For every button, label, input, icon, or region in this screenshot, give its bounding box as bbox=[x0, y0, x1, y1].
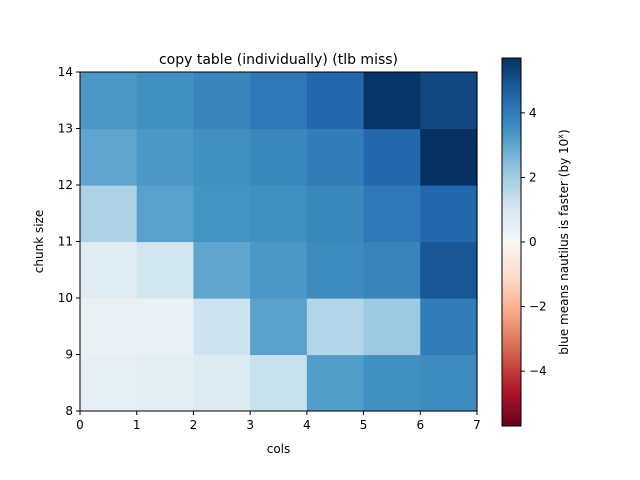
chart-title: copy table (individually) (tlb miss) bbox=[159, 52, 398, 68]
y-tick-label: 10 bbox=[58, 291, 73, 305]
heatmap-cell bbox=[193, 298, 251, 356]
heatmap-cell bbox=[80, 298, 138, 356]
colorbar-ticks: 4 2 0 −2 −4 bbox=[521, 106, 547, 378]
heatmap-cell bbox=[136, 298, 195, 356]
colorbar-tick-label: −4 bbox=[529, 364, 547, 378]
heatmap-cell bbox=[250, 298, 308, 356]
heatmap-cell bbox=[363, 128, 421, 186]
heatmap-cell bbox=[306, 354, 365, 412]
heatmap-cell bbox=[306, 298, 365, 356]
colorbar-tick-label: 2 bbox=[529, 170, 537, 184]
x-tick-label: 0 bbox=[76, 418, 84, 432]
x-tick-label: 1 bbox=[133, 418, 141, 432]
heatmap-cell bbox=[363, 298, 421, 356]
heatmap-cell bbox=[420, 241, 478, 299]
x-axis-ticks: 0 1 2 3 4 5 6 7 bbox=[76, 411, 481, 432]
y-axis-ticks: 8 9 10 11 12 13 14 bbox=[58, 65, 80, 418]
x-tick-label: 2 bbox=[190, 418, 198, 432]
y-tick-label: 8 bbox=[65, 404, 73, 418]
heatmap-cell bbox=[136, 72, 195, 130]
heatmap-cell bbox=[136, 241, 195, 299]
heatmap-cell bbox=[250, 354, 308, 412]
heatmap-cell bbox=[363, 72, 421, 130]
x-tick-label: 5 bbox=[360, 418, 368, 432]
heatmap-cell bbox=[193, 241, 251, 299]
heatmap-cell bbox=[136, 354, 195, 412]
colorbar-label: blue means nautilus is faster (by 10x) bbox=[556, 129, 571, 354]
heatmap-cell bbox=[420, 298, 478, 356]
heatmap-cell bbox=[420, 128, 478, 186]
heatmap-cell bbox=[363, 241, 421, 299]
heatmap-cell bbox=[193, 354, 251, 412]
heatmap-cell bbox=[80, 128, 138, 186]
heatmap-cell bbox=[193, 128, 251, 186]
heatmap-cell bbox=[306, 241, 365, 299]
x-tick-label: 6 bbox=[416, 418, 424, 432]
heatmap-cell bbox=[80, 185, 138, 243]
heatmap-cell bbox=[80, 72, 138, 130]
heatmap-cell bbox=[306, 128, 365, 186]
heatmap-cell bbox=[420, 185, 478, 243]
y-tick-label: 12 bbox=[58, 178, 73, 192]
heatmap-cell bbox=[250, 241, 308, 299]
heatmap-cell bbox=[363, 185, 421, 243]
heatmap-cell bbox=[80, 241, 138, 299]
x-tick-label: 4 bbox=[303, 418, 311, 432]
colorbar-tick-label: −2 bbox=[529, 300, 547, 314]
heatmap-cell bbox=[193, 185, 251, 243]
heatmap-cell bbox=[250, 72, 308, 130]
heatmap-cell bbox=[420, 72, 478, 130]
colorbar bbox=[501, 57, 522, 427]
heatmap-cell bbox=[136, 185, 195, 243]
x-axis-label: cols bbox=[267, 442, 291, 456]
y-tick-label: 14 bbox=[58, 65, 73, 79]
heatmap-cell bbox=[250, 128, 308, 186]
heatmap-cell bbox=[136, 128, 195, 186]
heatmap-cell bbox=[250, 185, 308, 243]
heatmap-cell bbox=[306, 72, 365, 130]
y-tick-label: 13 bbox=[58, 122, 73, 136]
heatmap-cell bbox=[420, 354, 478, 412]
heatmap-cell bbox=[80, 354, 138, 412]
colorbar-tick-label: 0 bbox=[529, 235, 537, 249]
heatmap-cell bbox=[363, 354, 421, 412]
colorbar-tick-label: 4 bbox=[529, 106, 537, 120]
heatmap-cell bbox=[193, 72, 251, 130]
y-tick-label: 9 bbox=[65, 348, 73, 362]
y-tick-label: 11 bbox=[58, 235, 73, 249]
y-axis-label: chunk size bbox=[32, 210, 46, 273]
heatmap-cells bbox=[80, 72, 478, 412]
heatmap-cell bbox=[306, 185, 365, 243]
x-tick-label: 7 bbox=[473, 418, 481, 432]
x-tick-label: 3 bbox=[246, 418, 254, 432]
